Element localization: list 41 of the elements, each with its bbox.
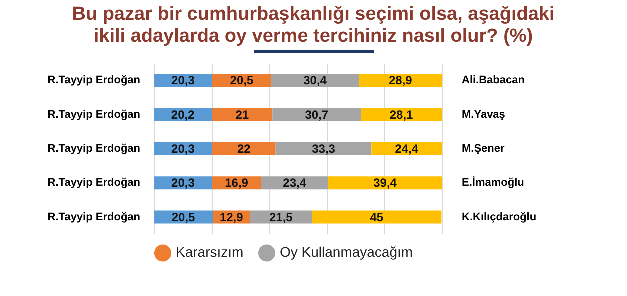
data-label: 20,2	[171, 108, 196, 122]
data-label: 20,5	[172, 210, 196, 224]
y-tick-label: R.Tayyip Erdoğan	[48, 74, 141, 87]
data-label: 22	[237, 142, 252, 156]
bar	[312, 210, 442, 224]
data-label: 20,3	[172, 142, 196, 156]
y2-tick-label: E.İmamoğlu	[462, 176, 524, 190]
data-label: 28,9	[388, 74, 413, 88]
data-label: 20,3	[172, 176, 196, 190]
legend-label: Kararsızım	[176, 244, 244, 260]
bar	[272, 74, 360, 88]
y2-tick-label: Ali.Babacan	[462, 74, 526, 87]
bar	[361, 108, 442, 122]
data-label: 23,4	[283, 176, 307, 190]
data-label: 33,3	[312, 142, 336, 156]
data-label: 16,9	[225, 176, 249, 190]
data-label: 21	[236, 108, 250, 122]
bar	[212, 142, 276, 156]
data-label: 30,7	[305, 108, 329, 122]
y-tick-label: R.Tayyip Erdoğan	[48, 177, 141, 190]
data-label: 12,9	[220, 210, 244, 224]
data-label: 39,4	[374, 176, 398, 190]
data-label: 28,1	[390, 108, 414, 122]
data-label: 21,5	[269, 210, 294, 224]
chart-title: Bu pazar bir cumhurbaşkanlığı seçimi olsa, aşağıdaki ikili adaylarda oy verme tercihiniz nasıl olur? (%)	[71, 3, 556, 48]
y2-tick-label: M.Şener	[462, 143, 506, 155]
data-label: 24,4	[395, 142, 419, 156]
y2-tick-label: K.Kılıçdaroğlu	[462, 211, 537, 224]
legend-label: Oy Kullanmayacağım	[280, 244, 414, 260]
data-label: 30,4	[304, 74, 328, 88]
bar	[328, 176, 442, 190]
y-tick-label: R.Tayyip Erdoğan	[48, 143, 141, 155]
data-label: 45	[370, 210, 384, 224]
y-tick-label: R.Tayyip Erdoğan	[48, 211, 141, 224]
bar	[212, 108, 273, 122]
y-tick-label: R.Tayyip Erdoğan	[48, 108, 141, 121]
data-label: 20,3	[172, 74, 196, 88]
bar	[272, 108, 362, 122]
bar	[276, 142, 372, 156]
y2-tick-label: M.Yavaş	[462, 108, 506, 121]
data-label: 20,5	[230, 74, 254, 88]
